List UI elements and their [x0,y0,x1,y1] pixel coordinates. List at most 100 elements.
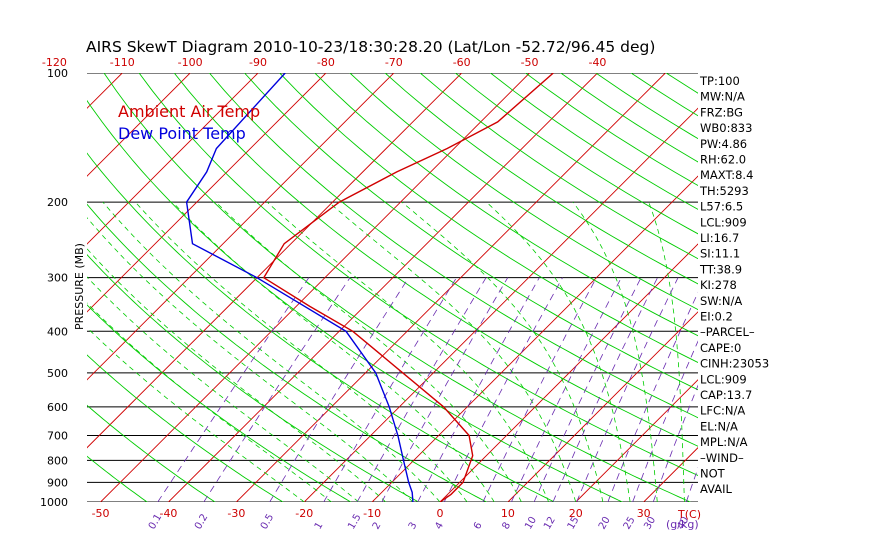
index-entry: PW:4.86 [700,137,747,151]
moist-adiabat-line [572,201,658,502]
bottom-temperature-labels: -50 -40 -30 -20 -10 0 10 20 30 [92,507,651,520]
mixing-ratio-line [511,277,622,502]
dry-adiabat-line [87,99,623,502]
bottom-temperature-tick: -30 [227,507,245,520]
moist-adiabat-lines [87,201,685,502]
pressure-tick-label: 1000 [40,496,68,509]
mixing-ratio-label: 10 [523,515,539,532]
pressure-axis-labels: 100 200 300 400 500 600 700 800 900 1000 [40,67,68,509]
mixing-ratio-line [632,340,698,502]
mixing-ratio-line [381,277,509,502]
mixing-ratio-line [356,277,487,502]
moist-adiabat-line [87,276,359,502]
isotherm-line [100,73,530,502]
mixing-ratio-label: 8 [500,520,513,531]
pressure-tick-label: 600 [47,401,68,414]
index-entry: MAXT:8.4 [700,168,753,182]
y-axis-label: PRESSURE (MB) [73,243,86,330]
mixing-ratio-unit-label: (g/kg) [666,518,699,531]
pressure-tick-label: 100 [47,67,68,80]
index-entry: CAP:13.7 [700,388,752,402]
moist-adiabat-line [328,201,577,502]
mixing-ratio-label: 1.5 [346,512,363,531]
index-entry: RH:62.0 [700,153,746,167]
isotherm-line [87,73,327,313]
pressure-tick-label: 500 [47,367,68,380]
dry-adiabat-line [87,254,419,502]
mixing-ratio-line [482,277,597,502]
mixing-ratio-label: 6 [472,520,485,531]
bottom-temperature-tick: 30 [637,507,651,520]
mixing-ratio-label: 25 [622,515,638,532]
top-temperature-tick: -40 [588,56,606,69]
moist-adiabat-line [172,201,495,502]
top-temperature-tick: -60 [453,56,471,69]
mixing-ratio-label: 4 [433,520,446,531]
bottom-temperature-tick: -20 [295,507,313,520]
top-temperature-tick: -50 [521,56,539,69]
mixing-ratio-label: 3 [407,520,420,531]
moist-adiabat-line [102,201,441,502]
dry-adiabat-line [525,73,698,187]
isotherm-line [236,73,666,502]
mixing-ratio-line [417,277,540,502]
pressure-tick-label: 400 [47,325,68,338]
index-entry: WB0:833 [700,121,752,135]
top-temperature-tick: -100 [178,56,203,69]
moist-adiabat-line [486,201,631,502]
index-entry: EL:N/A [700,419,738,433]
index-entry: AVAIL [700,482,733,496]
mixing-ratio-label: 2 [371,520,384,531]
pressure-tick-label: 300 [47,272,68,285]
index-entry: LFC:N/A [700,404,745,418]
isotherm-line [168,73,598,502]
dry-adiabat-line [244,73,698,391]
mixing-ratio-line [552,277,658,502]
index-entry: LCL:909 [700,372,747,386]
index-entry: KI:278 [700,278,737,292]
dry-adiabat-line [349,73,698,311]
moist-adiabat-line [87,217,414,502]
mixing-ratio-line [323,277,457,502]
index-entry: MPL:N/A [700,435,748,449]
index-entry: NOT [700,467,726,481]
top-temperature-tick: -90 [249,56,267,69]
index-entry: TP:100 [699,74,740,88]
mixing-ratio-label: 0.5 [259,512,276,531]
mixing-ratio-label: 12 [542,515,558,532]
dew-point-temp-line [185,73,414,502]
dry-adiabat-line [665,73,698,94]
dry-adiabat-line [455,73,698,235]
mixing-ratio-line [157,277,310,502]
isotherm-line [575,379,698,502]
mixing-ratio-label: 1 [313,520,326,531]
dry-adiabat-line [0,73,11,502]
isotherm-line [643,447,698,502]
moist-adiabat-line [135,201,468,502]
moist-adiabat-line [87,302,332,502]
top-temperature-tick: -80 [317,56,335,69]
index-entry: CAPE:0 [700,341,741,355]
temperature-unit-label: T(C) [677,508,701,521]
bottom-temperature-tick: -50 [92,507,110,520]
index-entry: FRZ:BG [700,105,743,119]
dry-adiabat-line [314,73,698,337]
mixing-ratio-label: 20 [597,515,613,532]
index-entry: TH:5293 [699,184,749,198]
legend-dew-point-temp: Dew Point Temp [118,124,246,143]
moist-adiabat-line [87,248,386,502]
isotherm-line [779,73,870,502]
sounding-profiles [185,73,554,502]
dry-adiabat-line [384,73,698,285]
mixing-ratio-line [685,466,698,502]
isotherm-line [303,107,698,502]
isotherm-line [87,73,463,449]
top-temperature-tick: -110 [110,56,135,69]
moist-adiabat-line [215,201,522,502]
mixing-ratio-line [269,277,409,502]
isotherm-line [371,175,698,502]
mixing-ratio-lines [157,277,698,502]
dry-adiabat-line [419,73,698,260]
isotherm-lines [87,73,870,502]
dry-adiabat-line [279,73,698,364]
